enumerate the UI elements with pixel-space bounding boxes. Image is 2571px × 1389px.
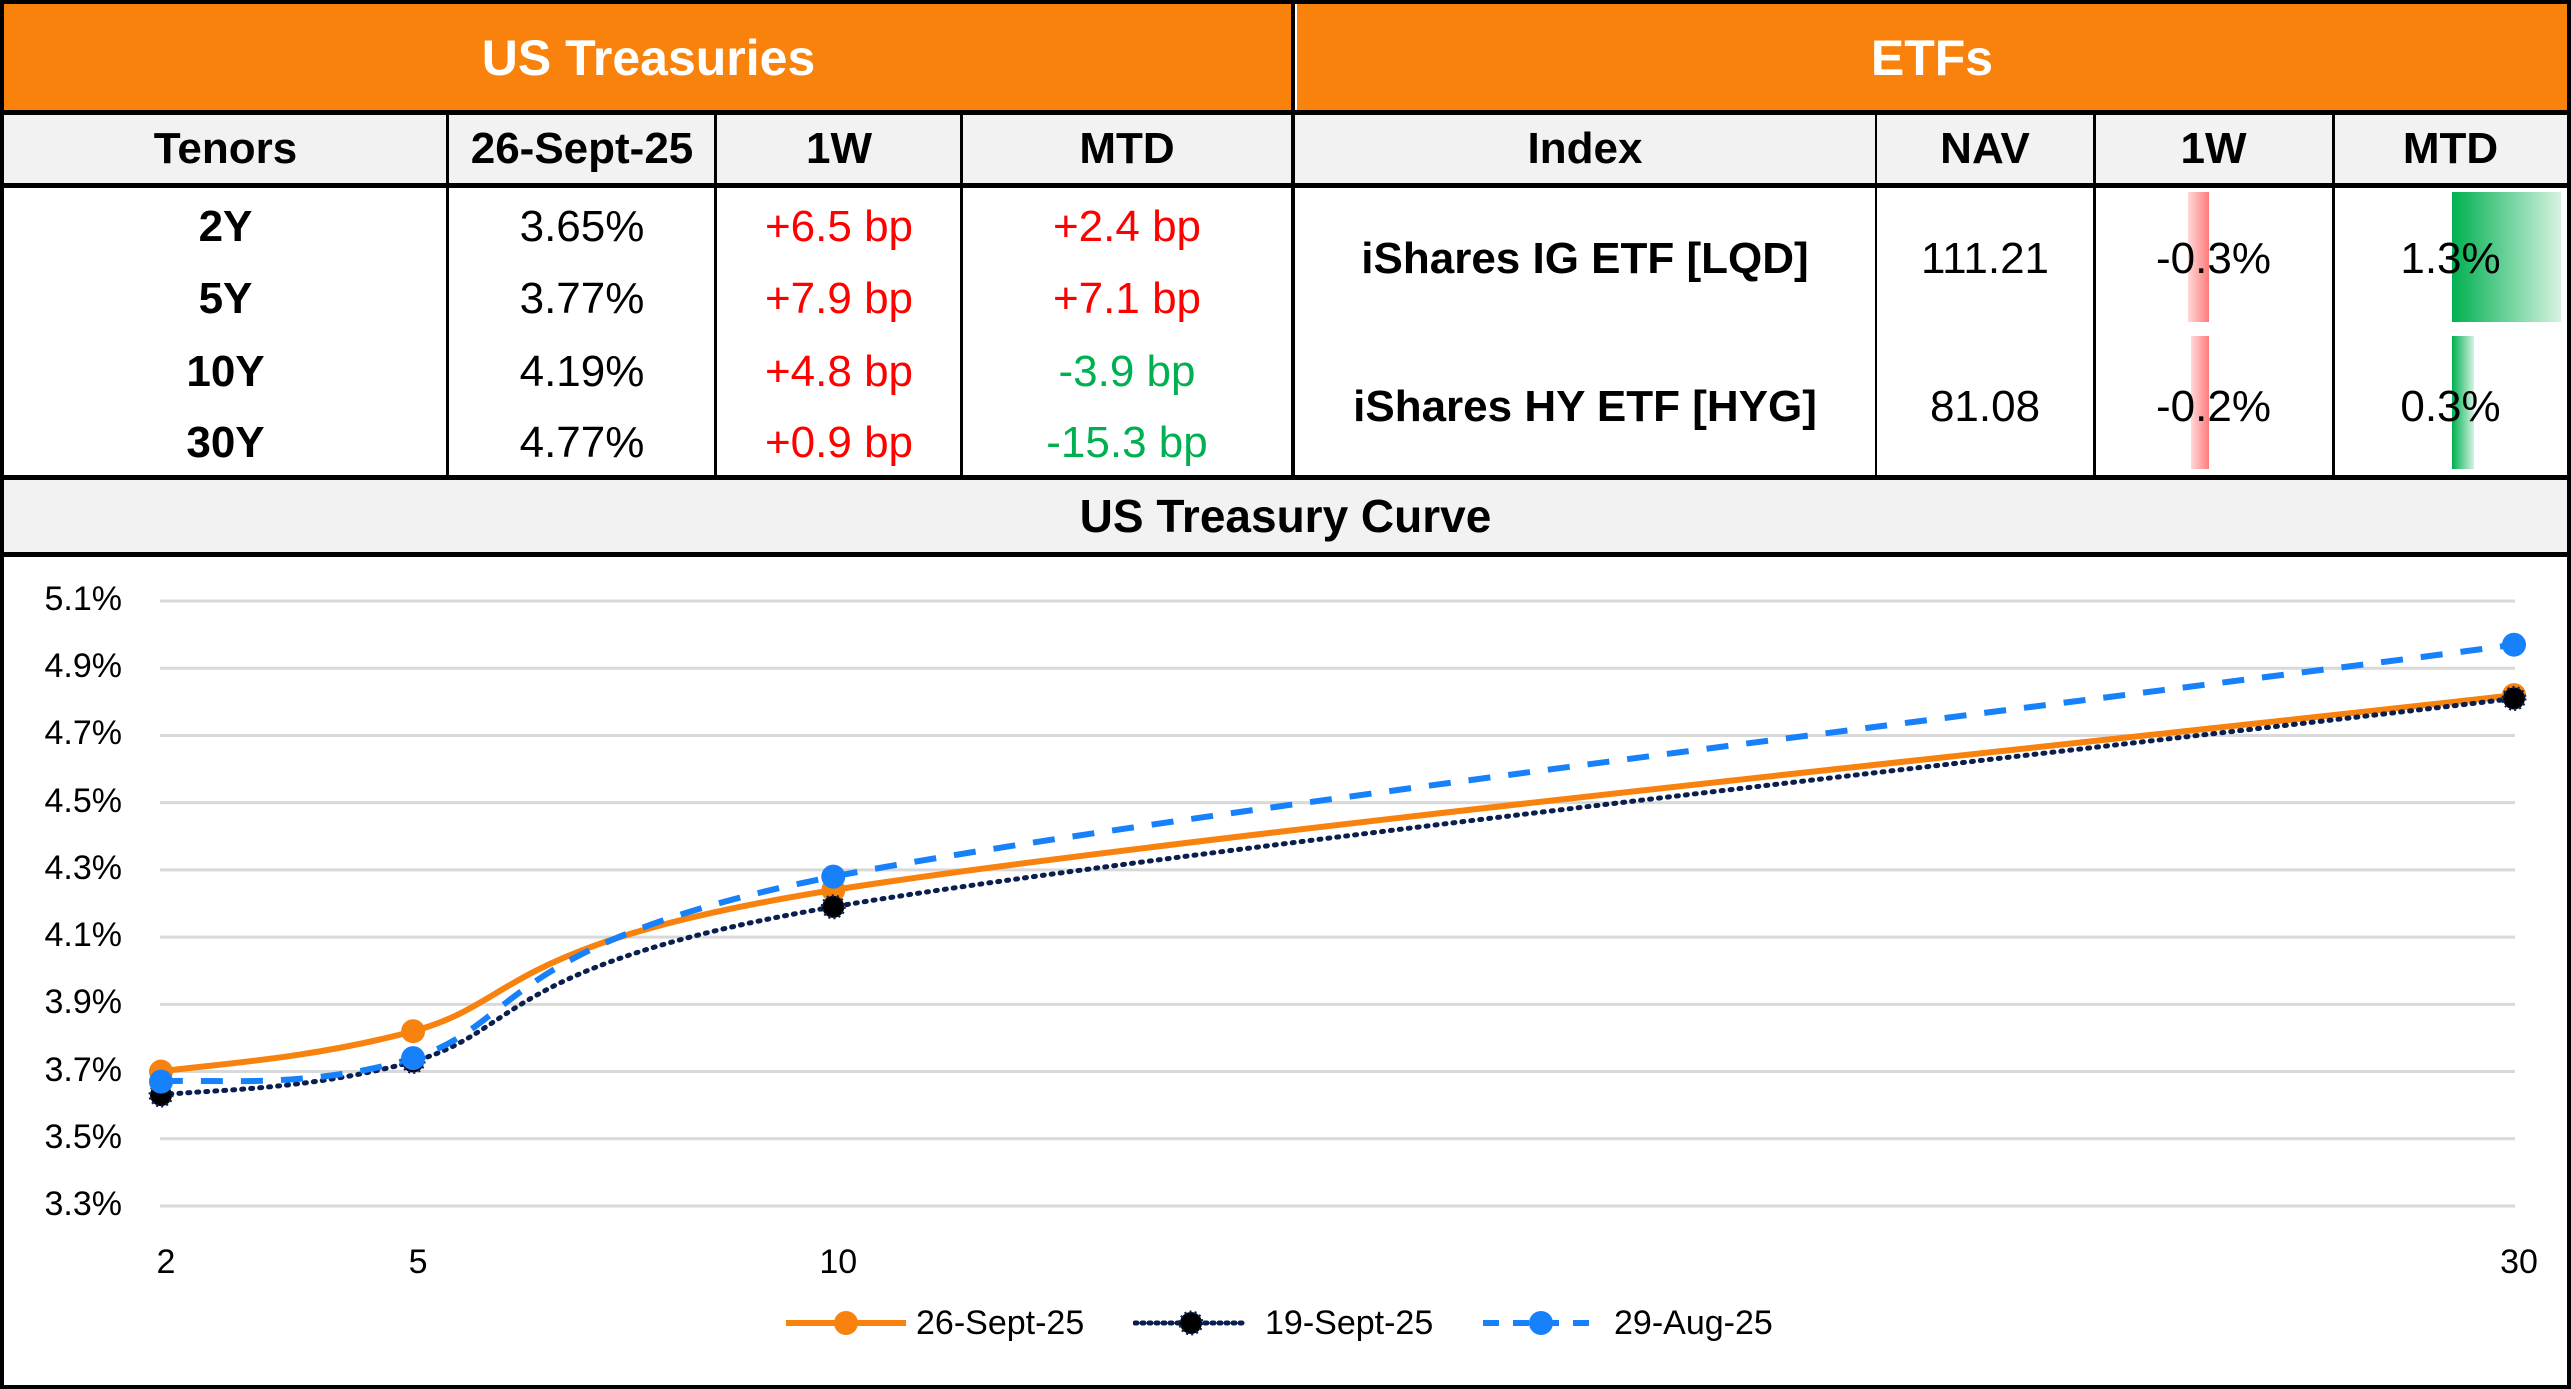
data-point-26sept: [401, 1019, 426, 1044]
change-mtd: -3.9 bp: [1058, 347, 1196, 396]
divider: [0, 475, 2571, 480]
y-tick-label: 3.5%: [44, 1117, 123, 1156]
divider: [446, 113, 449, 478]
divider: [960, 113, 963, 478]
col-header-1w: 1W: [806, 124, 872, 173]
etf-change-1w: -0.2%: [2156, 382, 2271, 431]
yield-value: 3.77%: [519, 274, 645, 323]
legend-label-26sept: 26-Sept-25: [916, 1304, 1085, 1342]
col-header-etf-1w: 1W: [2180, 124, 2247, 173]
col-header-index: Index: [1527, 124, 1643, 173]
data-bar-1w-hyg: [2191, 336, 2209, 469]
change-1w: +0.9 bp: [764, 418, 914, 467]
x-tick-label: 10: [819, 1243, 858, 1281]
y-tick-label: 3.7%: [44, 1050, 123, 1089]
etf-index-name: iShares HY ETF [HYG]: [1353, 382, 1817, 431]
series-line-26sept: [160, 692, 2515, 1075]
y-tick-label: 4.3%: [44, 848, 123, 887]
legend-label-19sept: 19-Sept-25: [1265, 1304, 1434, 1342]
tenor-label: 5Y: [198, 274, 253, 323]
change-1w: +7.9 bp: [764, 274, 914, 323]
x-tick-label: 2: [156, 1243, 176, 1281]
change-mtd: +2.4 bp: [1052, 202, 1202, 251]
divider: [1875, 113, 1877, 478]
col-header-date: 26-Sept-25: [470, 124, 694, 173]
y-tick-label: 4.5%: [44, 781, 123, 820]
data-bar-1w-lqd: [2188, 192, 2209, 322]
divider: [2332, 113, 2335, 478]
tenor-label: 2Y: [198, 202, 253, 251]
etf-nav: 111.21: [1920, 234, 2050, 283]
series-line-29aug: [160, 641, 2515, 1085]
data-point-19sept: [820, 894, 846, 920]
etf-change-mtd: 1.3%: [2400, 234, 2501, 283]
col-header-nav: NAV: [1940, 124, 2030, 173]
etf-index-name: iShares IG ETF [LQD]: [1361, 234, 1809, 283]
y-tick-label: 3.9%: [44, 983, 123, 1022]
data-point-19sept: [2501, 685, 2527, 711]
col-header-etf-mtd: MTD: [2402, 124, 2499, 173]
y-tick-label: 5.1%: [44, 580, 123, 618]
y-tick-label: 4.9%: [44, 647, 123, 686]
divider: [0, 110, 2571, 115]
divider: [0, 183, 2571, 188]
x-tick-label: 30: [2500, 1243, 2538, 1281]
etfs-title: ETFs: [1870, 29, 1994, 86]
tenor-label: 30Y: [186, 418, 265, 467]
change-mtd: -15.3 bp: [1046, 418, 1208, 467]
etf-change-1w: -0.3%: [2156, 234, 2271, 283]
chart-title-band: US Treasury Curve: [4, 480, 2567, 552]
change-1w: +4.8 bp: [764, 347, 914, 396]
change-mtd: +7.1 bp: [1052, 274, 1202, 323]
legend-swatch-26sept: [786, 1311, 906, 1335]
col-header-tenors: Tenors: [153, 124, 298, 173]
etf-nav: 81.08: [1929, 382, 2041, 431]
treasuries-section-header: US Treasuries: [4, 4, 1293, 111]
data-point-29aug: [401, 1046, 426, 1071]
change-1w: +6.5 bp: [764, 202, 914, 251]
divider: [1291, 0, 1295, 478]
etfs-section-header: ETFs: [1297, 4, 2567, 111]
data-point-29aug: [149, 1069, 173, 1094]
legend-label-29aug: 29-Aug-25: [1614, 1304, 1773, 1342]
data-point-29aug: [821, 864, 846, 889]
y-tick-label: 3.3%: [44, 1185, 123, 1223]
tenor-label: 10Y: [186, 347, 265, 396]
legend-swatch-29aug: [1483, 1311, 1599, 1335]
divider: [714, 113, 717, 478]
chart-title: US Treasury Curve: [1079, 490, 1492, 542]
etf-change-mtd: 0.3%: [2400, 382, 2501, 431]
data-bar-mtd-hyg: [2452, 336, 2474, 469]
column-header-row: [4, 115, 2567, 183]
yield-value: 4.19%: [519, 347, 645, 396]
data-point-29aug: [2502, 632, 2526, 657]
divider: [0, 552, 2571, 557]
y-tick-label: 4.7%: [44, 714, 123, 753]
divider: [2093, 113, 2096, 478]
x-tick-label: 5: [408, 1243, 428, 1281]
treasuries-title: US Treasuries: [481, 29, 816, 86]
y-tick-label: 4.1%: [44, 916, 123, 955]
legend-swatch-19sept: [1133, 1310, 1249, 1336]
series-line-19sept: [158, 695, 2517, 1098]
yield-value: 4.77%: [519, 418, 645, 467]
col-header-mtd: MTD: [1079, 124, 1175, 173]
data-bar-mtd-lqd: [2452, 192, 2561, 322]
yield-value: 3.65%: [519, 202, 645, 251]
